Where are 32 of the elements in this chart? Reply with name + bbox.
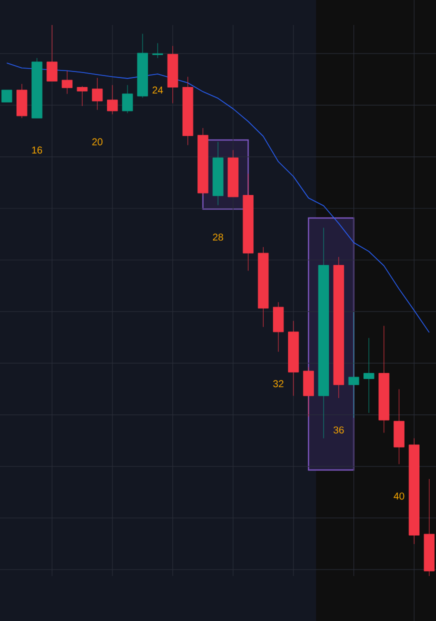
candlestick — [378, 326, 390, 433]
annotation: 24 — [152, 86, 163, 94]
candlestick — [107, 84, 118, 115]
candlestick — [288, 320, 299, 396]
annotation: 40 — [394, 492, 404, 500]
candlestick — [198, 128, 208, 196]
candlestick — [408, 438, 420, 544]
candlestick — [272, 302, 284, 352]
candlestick — [363, 338, 374, 414]
candlestick — [92, 78, 103, 110]
annotation: 16 — [32, 146, 42, 154]
candlestick — [242, 174, 254, 271]
annotation: 28 — [212, 234, 224, 241]
candlestick — [122, 84, 133, 114]
candlestick — [348, 312, 360, 418]
annotation: 32 — [273, 380, 284, 388]
candlestick — [212, 142, 224, 206]
annotation: 20 — [92, 138, 102, 146]
candlestick — [16, 84, 28, 118]
candlestick — [394, 388, 404, 464]
candlestick — [303, 366, 314, 418]
candlestick — [182, 76, 194, 146]
candlestick — [167, 46, 178, 104]
candlestick — [137, 34, 148, 98]
candlestick — [424, 478, 435, 576]
candlestick — [333, 256, 344, 398]
annotation: 36 — [334, 426, 344, 434]
candlestick — [62, 70, 73, 94]
candlestick — [152, 42, 164, 58]
candlestick — [258, 246, 269, 328]
candlestick — [318, 228, 329, 438]
candlestick — [76, 86, 88, 106]
